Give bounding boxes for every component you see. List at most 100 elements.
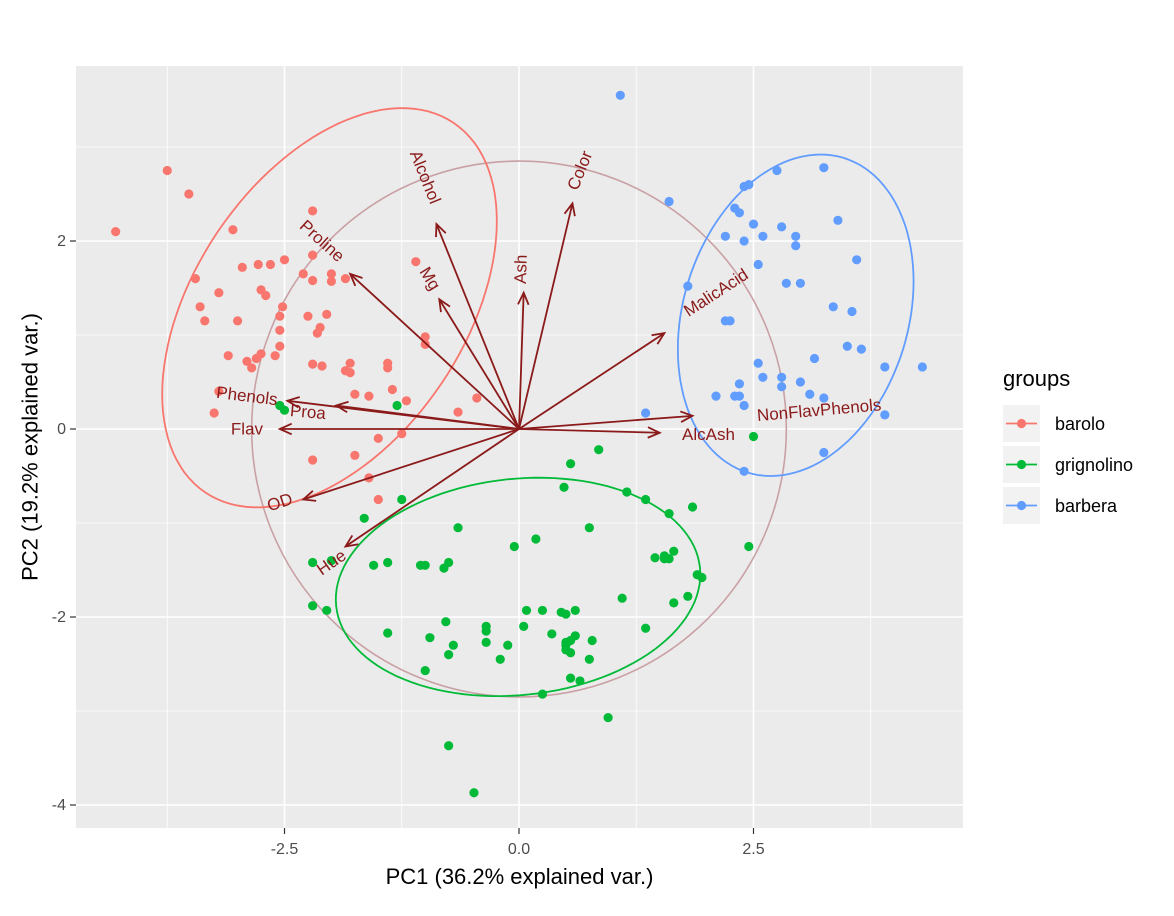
arrowhead-proa <box>333 400 349 414</box>
point-barolo <box>345 358 355 368</box>
point-grignolino <box>444 557 454 568</box>
arrowhead-hue <box>343 534 359 548</box>
point-grignolino <box>565 648 576 658</box>
point-barolo <box>214 386 224 396</box>
point-barbera <box>641 408 651 418</box>
arrowhead-ash <box>517 290 530 306</box>
point-barolo <box>315 322 325 333</box>
legend-label: barbera <box>1055 496 1118 516</box>
point-barolo <box>397 429 407 439</box>
arrow-nonflavphenols <box>518 414 693 430</box>
point-barbera <box>748 219 759 229</box>
point-barbera <box>805 389 815 399</box>
point-grignolino <box>503 640 513 650</box>
point-barolo <box>247 363 257 373</box>
arrowhead-od <box>301 490 317 502</box>
point-barbera <box>791 231 801 241</box>
y-tick-label: -4 <box>52 797 66 814</box>
point-grignolino <box>697 572 707 583</box>
legend-key-point <box>1016 459 1027 470</box>
legend-key-point <box>1016 418 1027 429</box>
point-grignolino <box>521 605 532 616</box>
point-barolo <box>223 351 233 361</box>
arrow-proa <box>335 404 520 430</box>
point-barolo <box>278 302 288 312</box>
point-barolo <box>308 275 318 286</box>
point-barbera <box>880 410 890 420</box>
point-grignolino <box>519 621 529 632</box>
legend: groups barolo grignolino barbera <box>1003 366 1133 524</box>
point-barbera <box>819 163 829 173</box>
point-grignolino <box>748 431 759 442</box>
point-grignolino <box>444 741 454 751</box>
y-tick-label: 0 <box>57 421 66 438</box>
point-grignolino <box>584 523 594 533</box>
point-barolo <box>261 290 271 301</box>
point-barolo <box>256 349 266 359</box>
point-barolo <box>411 257 421 267</box>
point-barolo <box>270 351 280 361</box>
axis-ticks: -2.5 0.0 2.5 -4 -2 0 2 <box>52 233 765 858</box>
point-barolo <box>275 341 285 351</box>
point-grignolino <box>469 788 479 798</box>
legend-item-barolo: barolo <box>1003 405 1105 442</box>
point-barbera <box>842 341 852 351</box>
point-barbera <box>753 259 763 270</box>
point-barolo <box>308 206 318 216</box>
point-barolo <box>373 433 383 443</box>
point-grignolino <box>641 623 651 633</box>
point-barolo <box>420 332 430 342</box>
point-barbera <box>847 306 857 317</box>
point-grignolino <box>444 650 454 660</box>
point-barolo <box>209 408 219 418</box>
arrow-malicacid <box>518 332 665 430</box>
correlation-circle <box>250 160 788 698</box>
arrow-alcash <box>518 428 660 434</box>
arrowhead-alcohol <box>435 222 447 238</box>
y-tick-label: -2 <box>52 609 66 626</box>
point-barbera <box>833 215 843 225</box>
x-tick-label: 2.5 <box>742 841 764 858</box>
point-barolo <box>275 311 285 321</box>
point-barbera <box>758 231 768 241</box>
arrowhead-proline <box>348 272 363 287</box>
arrowhead-malicacid <box>651 331 667 345</box>
arrowhead-color <box>563 201 576 217</box>
point-grignolino <box>531 534 541 544</box>
point-barbera <box>880 362 890 372</box>
point-barolo <box>453 407 463 417</box>
point-barolo <box>190 274 200 284</box>
point-barbera <box>819 447 829 458</box>
point-grignolino <box>537 689 548 699</box>
point-grignolino <box>481 637 491 647</box>
point-barolo <box>298 269 308 279</box>
point-barolo <box>401 396 412 406</box>
point-grignolino <box>575 676 585 686</box>
point-barbera <box>819 393 829 403</box>
arrowhead-alcash <box>647 426 662 439</box>
point-barbera <box>828 302 838 312</box>
point-barbera <box>781 278 791 288</box>
point-barbera <box>795 278 806 288</box>
point-barolo <box>322 309 332 319</box>
point-grignolino <box>420 560 430 570</box>
arrow-alcohol <box>435 223 520 430</box>
point-barbera <box>683 281 693 291</box>
arrowhead-nonflavphenols <box>679 410 695 423</box>
point-grignolino <box>587 635 597 646</box>
point-grignolino <box>622 487 632 497</box>
point-barolo <box>111 227 121 237</box>
point-barbera <box>791 241 801 251</box>
point-barbera <box>734 391 745 401</box>
point-grignolino <box>650 553 660 563</box>
ellipse-grignolino <box>334 476 702 697</box>
grid-lines <box>76 66 963 828</box>
point-barolo <box>200 316 210 326</box>
point-barolo <box>326 276 336 287</box>
point-barbera <box>777 382 787 392</box>
legend-title: groups <box>1003 366 1070 391</box>
point-barolo <box>326 269 336 279</box>
point-barolo <box>242 356 252 366</box>
label-alcash: AlcAsh <box>682 425 735 444</box>
point-barbera <box>777 222 787 232</box>
